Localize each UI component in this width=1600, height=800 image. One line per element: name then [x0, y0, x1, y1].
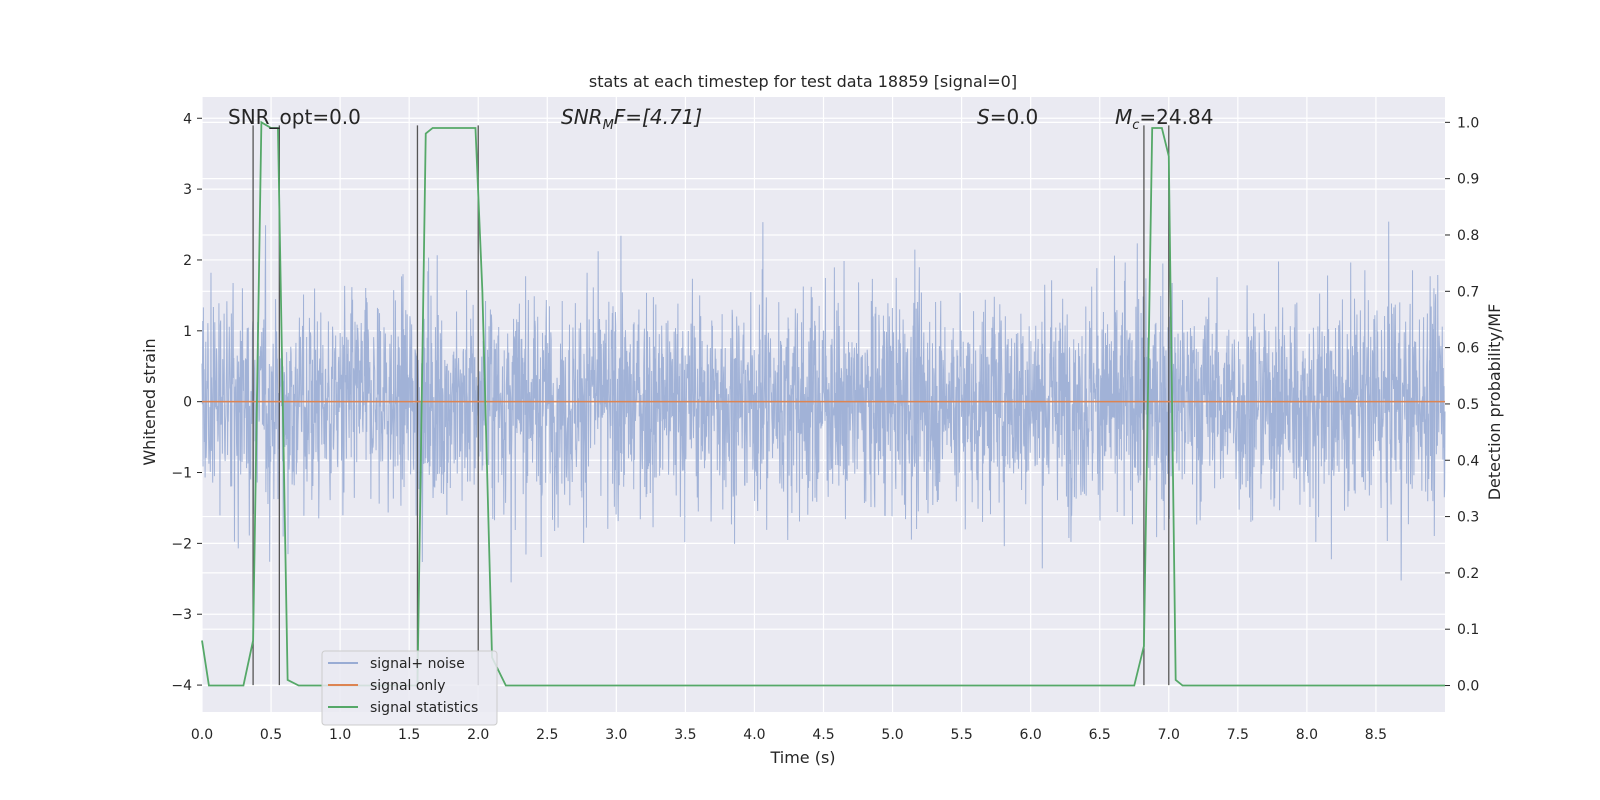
annotation-snr-mf-sub: M — [603, 118, 614, 133]
x-tick-label: 3.0 — [605, 727, 627, 743]
x-axis-label: Time (s) — [769, 748, 835, 767]
x-tick-label: 8.5 — [1365, 727, 1387, 743]
x-tick-label: 4.5 — [812, 727, 834, 743]
noise-line — [201, 221, 1446, 583]
legend-frame — [321, 650, 498, 726]
y-axis-left-ticks: 4 3 2 1 0 −1 −2 −3 −4 — [171, 111, 202, 694]
y-tick-left-label: 3 — [183, 182, 192, 198]
legend: signal+ noise signal only signal statist… — [321, 650, 498, 726]
chart-title: stats at each timestep for test data 188… — [589, 72, 1017, 91]
x-tick-label: 6.5 — [1089, 727, 1111, 743]
y-tick-left-label: 0 — [183, 395, 192, 411]
x-tick-label: 7.5 — [1227, 727, 1249, 743]
y-axis-left-label: Whitened strain — [140, 338, 159, 465]
x-tick-label: 3.5 — [674, 727, 696, 743]
x-tick-label: 7.0 — [1158, 727, 1180, 743]
annotation-mc: Mc=24.84 — [1115, 105, 1213, 133]
y-tick-left-label: 2 — [183, 253, 192, 269]
x-tick-label: 2.0 — [467, 727, 489, 743]
x-tick-label: 1.5 — [398, 727, 420, 743]
y-tick-right-label: 0.3 — [1457, 510, 1479, 526]
y-tick-right-label: 0.1 — [1457, 622, 1479, 638]
y-tick-left-label: −4 — [171, 678, 192, 694]
y-tick-right-label: 0.6 — [1457, 341, 1479, 357]
x-tick-label: 4.0 — [743, 727, 765, 743]
y-tick-right-label: 0.8 — [1457, 228, 1479, 244]
annotation-mc-base: M — [1115, 105, 1132, 129]
y-tick-left-label: −3 — [171, 607, 192, 623]
y-tick-left-label: −1 — [171, 466, 192, 482]
y-tick-right-label: 0.4 — [1457, 453, 1479, 469]
x-tick-label: 6.0 — [1020, 727, 1042, 743]
y-tick-right-label: 0.2 — [1457, 566, 1479, 582]
annotation-mc-sub: c — [1132, 118, 1139, 133]
x-tick-label: 0.0 — [191, 727, 213, 743]
annotation-s: S=0.0 — [977, 105, 1038, 129]
y-tick-right-label: 1.0 — [1457, 115, 1479, 131]
series-signal-noise — [201, 221, 1446, 583]
y-tick-right-label: 0.7 — [1457, 284, 1479, 300]
x-tick-label: 0.5 — [260, 727, 282, 743]
annotation-snr-mf-base: SNR — [561, 105, 603, 129]
statistics-line — [201, 120, 1445, 687]
y-tick-right-label: 0.0 — [1457, 679, 1479, 695]
y-tick-right-label: 0.9 — [1457, 172, 1479, 188]
annotation-snr-opt: SNR_opt=0.0 — [228, 105, 361, 129]
series-signal-statistics — [201, 120, 1445, 687]
annotation-mc-rest: =24.84 — [1139, 105, 1213, 129]
x-tick-label: 5.0 — [881, 727, 903, 743]
x-axis-ticks: 0.0 0.5 1.0 1.5 2.0 2.5 3.0 3.5 4.0 4.5 5.0 5.5 6.0 6… — [191, 727, 1387, 743]
x-tick-label: 1.0 — [329, 727, 351, 743]
x-tick-label: 2.5 — [536, 727, 558, 743]
annotation-snr-mf: SNRMF=[4.71] — [561, 105, 702, 133]
annotation-snr-mf-rest: F=[4.71] — [614, 105, 702, 129]
y-tick-right-label: 0.5 — [1457, 397, 1479, 413]
x-tick-label: 8.0 — [1296, 727, 1318, 743]
legend-label-signal-noise: signal+ noise — [370, 656, 465, 672]
y-tick-left-label: 4 — [183, 111, 192, 127]
legend-label-signal-statistics: signal statistics — [370, 700, 478, 716]
y-tick-left-label: 1 — [183, 324, 192, 340]
y-tick-left-label: −2 — [171, 536, 192, 552]
legend-label-signal-only: signal only — [370, 678, 445, 694]
y-axis-right-ticks: 1.0 0.9 0.8 0.7 0.6 0.5 0.4 0.3 0.2 0.1 0.0 — [1445, 115, 1479, 695]
annotation-s-base: S — [977, 105, 990, 129]
y-axis-right-label: Detection probability/MF — [1485, 304, 1504, 501]
annotation-s-rest: =0.0 — [990, 105, 1039, 129]
x-tick-label: 5.5 — [950, 727, 972, 743]
